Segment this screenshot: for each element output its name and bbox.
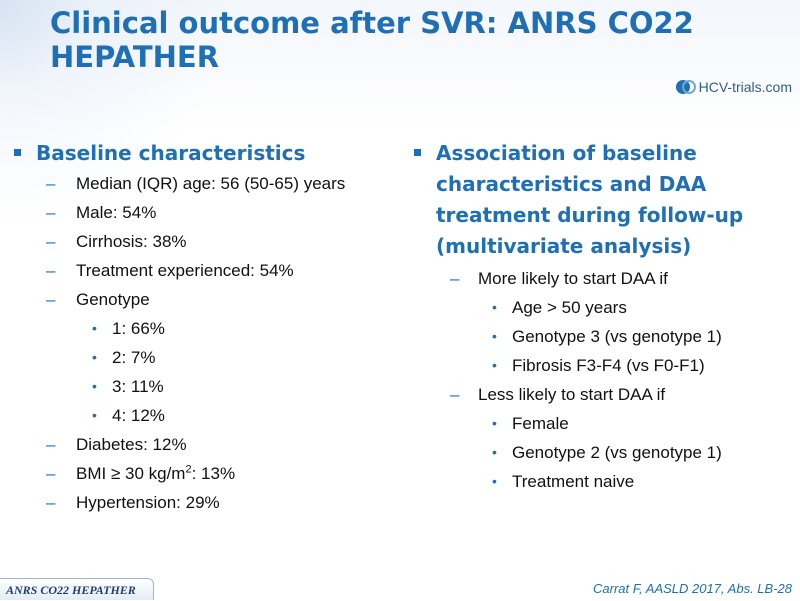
list-item: – Less likely to start DAA if: [412, 380, 792, 409]
dash-bullet-icon: –: [450, 269, 460, 288]
list-item: – Hypertension: 29%: [12, 488, 392, 517]
sub-list-item: • 3: 11%: [12, 372, 392, 401]
sub-list-item-text: Treatment naive: [512, 472, 635, 491]
list-item-text-post: : 13%: [191, 464, 236, 483]
study-tag: ANRS CO22 HEPATHER: [0, 578, 154, 600]
association-heading: Association of baseline characteristics …: [412, 138, 792, 262]
list-item: – Cirrhosis: 38%: [12, 227, 392, 256]
dash-bullet-icon: –: [46, 174, 56, 193]
sub-list-item: • 2: 7%: [12, 343, 392, 372]
logo-text: HCV-trials.com: [698, 79, 792, 95]
dot-bullet-icon: •: [492, 444, 497, 460]
sub-list-item-text: 2: 7%: [112, 348, 156, 367]
list-item: – Male: 54%: [12, 198, 392, 227]
sub-list-item: • Treatment naive: [412, 467, 792, 496]
baseline-heading-text: Baseline characteristics: [36, 141, 306, 165]
sub-list-item-text: 3: 11%: [112, 377, 164, 396]
sub-list-item: • Age > 50 years: [412, 293, 792, 322]
dash-bullet-icon: –: [46, 261, 56, 280]
sub-list-item-text: Age > 50 years: [512, 298, 627, 317]
list-item: – Treatment experienced: 54%: [12, 256, 392, 285]
sub-list-item: • Female: [412, 409, 792, 438]
dot-bullet-icon: •: [492, 328, 497, 344]
baseline-characteristics-column: Baseline characteristics – Median (IQR) a…: [12, 138, 392, 517]
dot-bullet-icon: •: [92, 349, 97, 365]
association-column: Association of baseline characteristics …: [412, 138, 792, 496]
list-item-text: Median (IQR) age: 56 (50-65) years: [76, 174, 346, 193]
dot-bullet-icon: •: [92, 320, 97, 336]
list-item: – Genotype: [12, 285, 392, 314]
hcv-trials-logo: HCV-trials.com: [675, 76, 792, 98]
list-item: – Median (IQR) age: 56 (50-65) years: [12, 169, 392, 198]
square-bullet-icon: [14, 149, 21, 156]
sub-list-item: • Fibrosis F3-F4 (vs F0-F1): [412, 351, 792, 380]
sub-list-item-text: Female: [512, 414, 569, 433]
list-item-text: More likely to start DAA if: [478, 269, 668, 288]
list-item-text-pre: BMI ≥ 30 kg/m: [76, 464, 186, 483]
superscript: 2: [185, 463, 192, 476]
slide-title: Clinical outcome after SVR: ANRS CO22 HE…: [50, 6, 694, 74]
dot-bullet-icon: •: [492, 299, 497, 315]
sub-list-item: • 1: 66%: [12, 314, 392, 343]
sub-list-item-text: Fibrosis F3-F4 (vs F0-F1): [512, 356, 705, 375]
dot-bullet-icon: •: [92, 378, 97, 394]
dot-bullet-icon: •: [492, 473, 497, 489]
logo-mark-icon: [675, 80, 696, 94]
dot-bullet-icon: •: [92, 407, 97, 423]
association-heading-line: characteristics and DAA: [436, 172, 707, 196]
dot-bullet-icon: •: [492, 357, 497, 373]
list-item-text: Less likely to start DAA if: [478, 385, 666, 404]
square-bullet-icon: [414, 149, 421, 156]
dash-bullet-icon: –: [450, 385, 460, 404]
list-item-text: Treatment experienced: 54%: [76, 261, 294, 280]
association-heading-line: Association of baseline: [436, 141, 697, 165]
dash-bullet-icon: –: [46, 232, 56, 251]
association-heading-line: treatment during follow-up: [436, 203, 744, 227]
list-item-text: Diabetes: 12%: [76, 435, 187, 454]
list-item: – More likely to start DAA if: [412, 264, 792, 293]
dash-bullet-icon: –: [46, 435, 56, 454]
sub-list-item-text: Genotype 3 (vs genotype 1): [512, 327, 722, 346]
sub-list-item: • 4: 12%: [12, 401, 392, 430]
list-item-text: Genotype: [76, 290, 150, 309]
dot-bullet-icon: •: [492, 415, 497, 431]
association-heading-line: (multivariate analysis): [436, 234, 692, 258]
sub-list-item: • Genotype 2 (vs genotype 1): [412, 438, 792, 467]
list-item: – Diabetes: 12%: [12, 430, 392, 459]
sub-list-item-text: 4: 12%: [112, 406, 165, 425]
sub-list-item: • Genotype 3 (vs genotype 1): [412, 322, 792, 351]
list-item: – BMI ≥ 30 kg/m2: 13%: [12, 459, 392, 488]
dash-bullet-icon: –: [46, 493, 56, 512]
dash-bullet-icon: –: [46, 203, 56, 222]
list-item-text: Hypertension: 29%: [76, 493, 220, 512]
list-item-text: Cirrhosis: 38%: [76, 232, 187, 251]
sub-list-item-text: 1: 66%: [112, 319, 165, 338]
sub-list-item-text: Genotype 2 (vs genotype 1): [512, 443, 722, 462]
dash-bullet-icon: –: [46, 290, 56, 309]
dash-bullet-icon: –: [46, 464, 56, 483]
list-item-text: Male: 54%: [76, 203, 157, 222]
baseline-heading: Baseline characteristics: [12, 138, 392, 169]
citation: Carrat F, AASLD 2017, Abs. LB-28: [593, 581, 792, 596]
